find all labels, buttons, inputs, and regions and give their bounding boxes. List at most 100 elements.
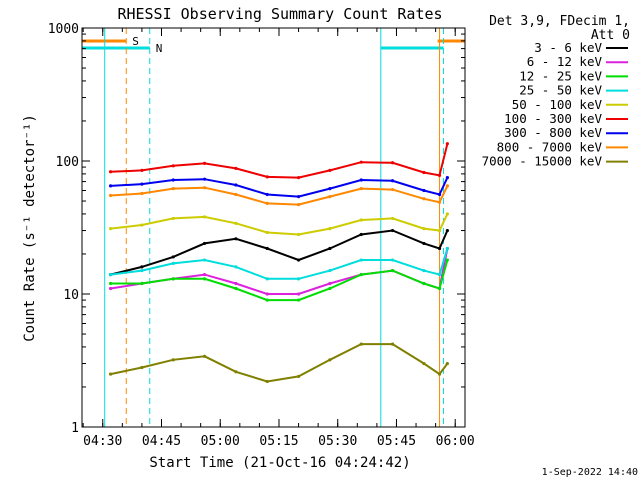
data-point [140,265,144,269]
x-tick-label: 06:00 [436,434,475,449]
data-point [234,192,238,197]
data-point [171,178,175,182]
data-point [265,246,269,251]
data-point [437,246,442,251]
legend-label: 6 - 12 keV [527,54,603,69]
flag-label: N [156,42,163,55]
y-tick-label: 10 [63,288,79,303]
data-point [437,286,442,291]
series-line [110,177,449,198]
data-point [390,161,395,165]
data-point [422,281,426,286]
x-tick-label: 05:30 [318,434,357,449]
data-point [328,268,332,273]
x-tick-label: 05:15 [259,434,298,449]
legend-header-line2: Att 0 [591,28,630,43]
data-point [265,379,269,384]
data-point [296,298,301,302]
data-point [108,281,113,286]
data-point [328,194,332,199]
data-point [234,166,238,170]
data-point [234,183,238,187]
data-point [445,184,449,188]
data-point [390,268,395,273]
data-point [422,188,426,193]
data-point [108,170,113,174]
data-point [296,277,301,281]
legend-label: 800 - 7000 keV [497,139,603,154]
data-point [265,201,269,205]
data-point [202,161,207,165]
legend-label: 25 - 50 keV [519,83,602,98]
data-point [445,258,449,262]
legend-label: 12 - 25 keV [519,68,602,83]
legend-label: 7000 - 15000 keV [482,154,603,169]
data-point [108,227,113,231]
chart-title: RHESSI Observing Summary Count Rates [117,5,442,23]
data-point [328,168,332,172]
series-line [110,229,449,276]
data-point [422,241,426,246]
data-point [171,216,175,221]
data-point [328,358,332,362]
data-point [445,142,449,146]
data-point [108,184,113,188]
data-point [108,193,113,198]
x-tick-label: 04:30 [83,434,122,449]
data-point [234,281,238,286]
data-point [265,192,269,197]
series-line [110,343,449,383]
data-point [437,372,442,376]
vertical-markers [104,28,444,427]
series-lines [108,142,449,384]
data-point [437,228,442,233]
data-point [445,361,449,366]
data-point [140,365,144,370]
data-point [296,194,301,199]
data-point [202,354,207,358]
data-point [328,246,332,251]
y-axis-ticks: 1 10 100 1000 [48,22,465,436]
footer-date: 1-Sep-2022 14:40 [542,467,638,478]
data-point [171,187,175,191]
data-point [437,192,442,197]
data-point [202,277,207,281]
legend-label: 3 - 6 keV [534,40,602,55]
data-point [140,168,144,172]
data-point [359,272,363,277]
data-point [445,246,449,251]
data-point [108,286,113,291]
x-tick-label: 04:45 [142,434,181,449]
data-point [265,292,269,296]
data-point [328,187,332,191]
data-point [328,286,332,291]
data-point [265,230,269,235]
x-tick-label: 05:45 [377,434,416,449]
flag-label: S [132,35,139,48]
x-tick-label: 05:00 [201,434,240,449]
data-point [202,241,207,246]
data-point [108,372,113,376]
data-point [140,281,144,286]
data-point [140,223,144,227]
data-point [202,186,207,190]
data-point [265,277,269,281]
data-point [359,178,363,182]
data-point [171,164,175,168]
data-point [234,221,238,225]
data-point [359,258,363,262]
data-point [296,258,301,262]
data-point [202,258,207,262]
data-point [140,191,144,196]
data-point [234,237,238,241]
data-point [108,272,113,277]
legend-label: 50 - 100 keV [512,97,603,112]
data-point [328,227,332,231]
legend-label: 100 - 300 keV [504,111,602,126]
data-point [171,261,175,265]
data-point [437,173,442,177]
data-point [140,268,144,273]
series-line [110,248,449,295]
data-point [390,342,395,346]
